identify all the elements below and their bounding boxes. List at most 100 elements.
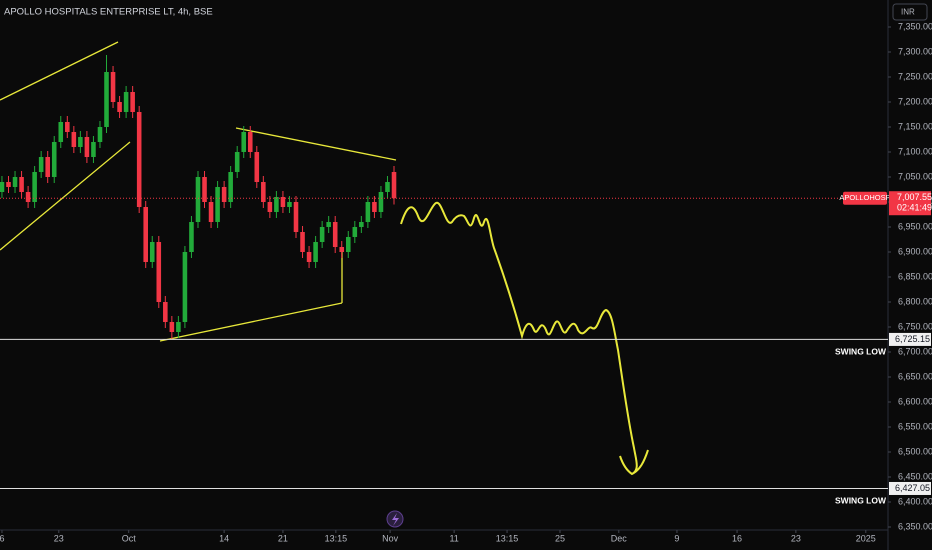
x-tick-label: 21 — [278, 533, 288, 543]
candle-body — [32, 172, 37, 202]
level-label-box — [889, 481, 931, 495]
candle-body — [313, 242, 318, 262]
candle-body — [319, 227, 325, 242]
candle-body — [254, 152, 260, 182]
candle-body — [78, 137, 83, 147]
drawings — [0, 41, 649, 476]
y-tick-label: 6,400.00 — [898, 496, 932, 506]
candle-body — [45, 157, 50, 177]
price-box — [889, 191, 931, 216]
candle-body — [365, 202, 371, 222]
y-tick-label: 6,850.00 — [898, 271, 932, 281]
candle-body — [195, 177, 201, 222]
candle-body — [19, 177, 24, 192]
candle-body — [169, 322, 175, 332]
countdown-label: 02:41:49 — [897, 203, 932, 213]
candle-body — [25, 192, 31, 202]
candle-body — [339, 247, 345, 252]
level-label: 6,427.05 — [895, 483, 930, 493]
trend-line — [0, 141, 131, 251]
x-tick-label: 2025 — [856, 533, 876, 543]
candle-body — [228, 172, 233, 202]
x-tick-label: 23 — [791, 533, 801, 543]
level-name: SWING LOW — [835, 496, 887, 506]
y-tick-label: 7,200.00 — [898, 96, 932, 106]
candle-body — [267, 202, 273, 212]
candle-body — [117, 102, 122, 112]
candle-body — [280, 197, 286, 207]
candle-body — [234, 152, 240, 172]
candle-body — [58, 122, 64, 142]
y-tick-label: 7,250.00 — [898, 71, 932, 81]
candle-body — [38, 157, 44, 172]
y-tick-label: 7,050.00 — [898, 171, 932, 181]
projection — [400, 201, 649, 476]
x-tick-label: 16 — [732, 533, 742, 543]
candle-body — [372, 202, 377, 212]
candle-body — [97, 127, 103, 142]
x-tick-label: 13:15 — [496, 533, 519, 543]
candle-body — [91, 142, 96, 157]
y-tick-label: 7,150.00 — [898, 121, 932, 131]
trend-line — [0, 41, 119, 101]
y-tick-label: 6,700.00 — [898, 346, 932, 356]
candle-body — [176, 322, 181, 332]
level-name: SWING LOW — [835, 347, 887, 357]
candle-body — [110, 72, 116, 102]
y-tick-label: 6,550.00 — [898, 421, 932, 431]
candle-body — [208, 202, 214, 222]
candle-body — [274, 197, 279, 212]
candle-body — [84, 137, 90, 157]
candle-body — [300, 232, 305, 252]
candle-body — [182, 252, 188, 322]
x-tick-label: 14 — [219, 533, 229, 543]
candle-body — [293, 202, 299, 232]
y-tick-label: 6,500.00 — [898, 446, 932, 456]
candle-body — [65, 122, 70, 132]
y-tick-label: 6,450.00 — [898, 471, 932, 481]
candle-body — [241, 132, 247, 152]
candle-body — [306, 252, 312, 262]
candle-body — [345, 237, 351, 252]
symbol-label: APOLLOHOSP — [839, 193, 890, 202]
y-tick-label: 6,900.00 — [898, 246, 932, 256]
level-label: 6,725.15 — [895, 334, 930, 344]
y-tick-label: 7,300.00 — [898, 46, 932, 56]
y-tick-label: 7,350.00 — [898, 21, 932, 31]
y-tick-label: 6,600.00 — [898, 396, 932, 406]
candle-body — [287, 202, 292, 207]
candle-body — [0, 182, 5, 192]
candle-body — [12, 177, 18, 187]
x-tick-label: 6 — [0, 533, 4, 543]
x-tick-label: 11 — [449, 533, 458, 543]
x-tick-label: Oct — [122, 533, 137, 543]
price-label: 7,007.55 — [897, 192, 932, 202]
candle-body — [163, 302, 168, 322]
candle-body — [332, 222, 338, 247]
candle-body — [143, 207, 148, 262]
symbol-box — [843, 191, 887, 205]
y-tick-label: 6,750.00 — [898, 321, 932, 331]
candle-body — [221, 187, 227, 202]
candle-body — [123, 92, 129, 112]
candle-body — [378, 192, 384, 212]
candle-body — [136, 112, 142, 207]
candle-body — [149, 242, 155, 262]
y-tick-label: 7,100.00 — [898, 146, 932, 156]
x-tick-label: 25 — [555, 533, 565, 543]
x-tick-label: Nov — [382, 533, 399, 543]
candle-body — [261, 182, 266, 202]
level-label-box — [889, 332, 931, 346]
candle-body — [385, 182, 390, 192]
candle-body — [130, 92, 135, 112]
candle-body — [156, 242, 162, 302]
x-tick-label: 13:15 — [325, 533, 348, 543]
candle-body — [247, 132, 253, 152]
candle-body — [51, 142, 57, 177]
candle-body — [104, 72, 109, 127]
candle-body — [71, 132, 77, 147]
currency: INR — [901, 8, 915, 17]
